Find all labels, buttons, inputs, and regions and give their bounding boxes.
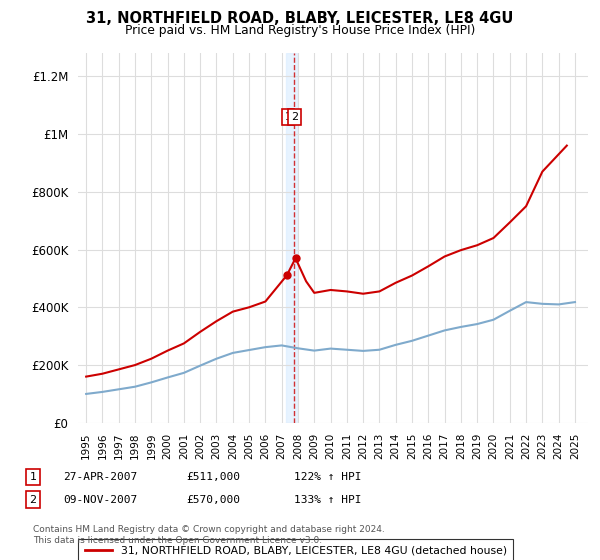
Text: 09-NOV-2007: 09-NOV-2007 bbox=[63, 494, 137, 505]
Text: Price paid vs. HM Land Registry's House Price Index (HPI): Price paid vs. HM Land Registry's House … bbox=[125, 24, 475, 36]
Legend: 31, NORTHFIELD ROAD, BLABY, LEICESTER, LE8 4GU (detached house), HPI: Average pr: 31, NORTHFIELD ROAD, BLABY, LEICESTER, L… bbox=[79, 539, 513, 560]
Text: 27-APR-2007: 27-APR-2007 bbox=[63, 472, 137, 482]
Text: 31, NORTHFIELD ROAD, BLABY, LEICESTER, LE8 4GU: 31, NORTHFIELD ROAD, BLABY, LEICESTER, L… bbox=[86, 11, 514, 26]
Text: £570,000: £570,000 bbox=[186, 494, 240, 505]
Text: 2: 2 bbox=[29, 494, 37, 505]
Text: 2: 2 bbox=[291, 112, 298, 122]
Text: 1: 1 bbox=[284, 112, 292, 122]
Text: £511,000: £511,000 bbox=[186, 472, 240, 482]
Text: 122% ↑ HPI: 122% ↑ HPI bbox=[294, 472, 361, 482]
Text: 1: 1 bbox=[29, 472, 37, 482]
Text: Contains HM Land Registry data © Crown copyright and database right 2024.
This d: Contains HM Land Registry data © Crown c… bbox=[33, 525, 385, 545]
Bar bbox=[286, 53, 297, 423]
Text: 133% ↑ HPI: 133% ↑ HPI bbox=[294, 494, 361, 505]
